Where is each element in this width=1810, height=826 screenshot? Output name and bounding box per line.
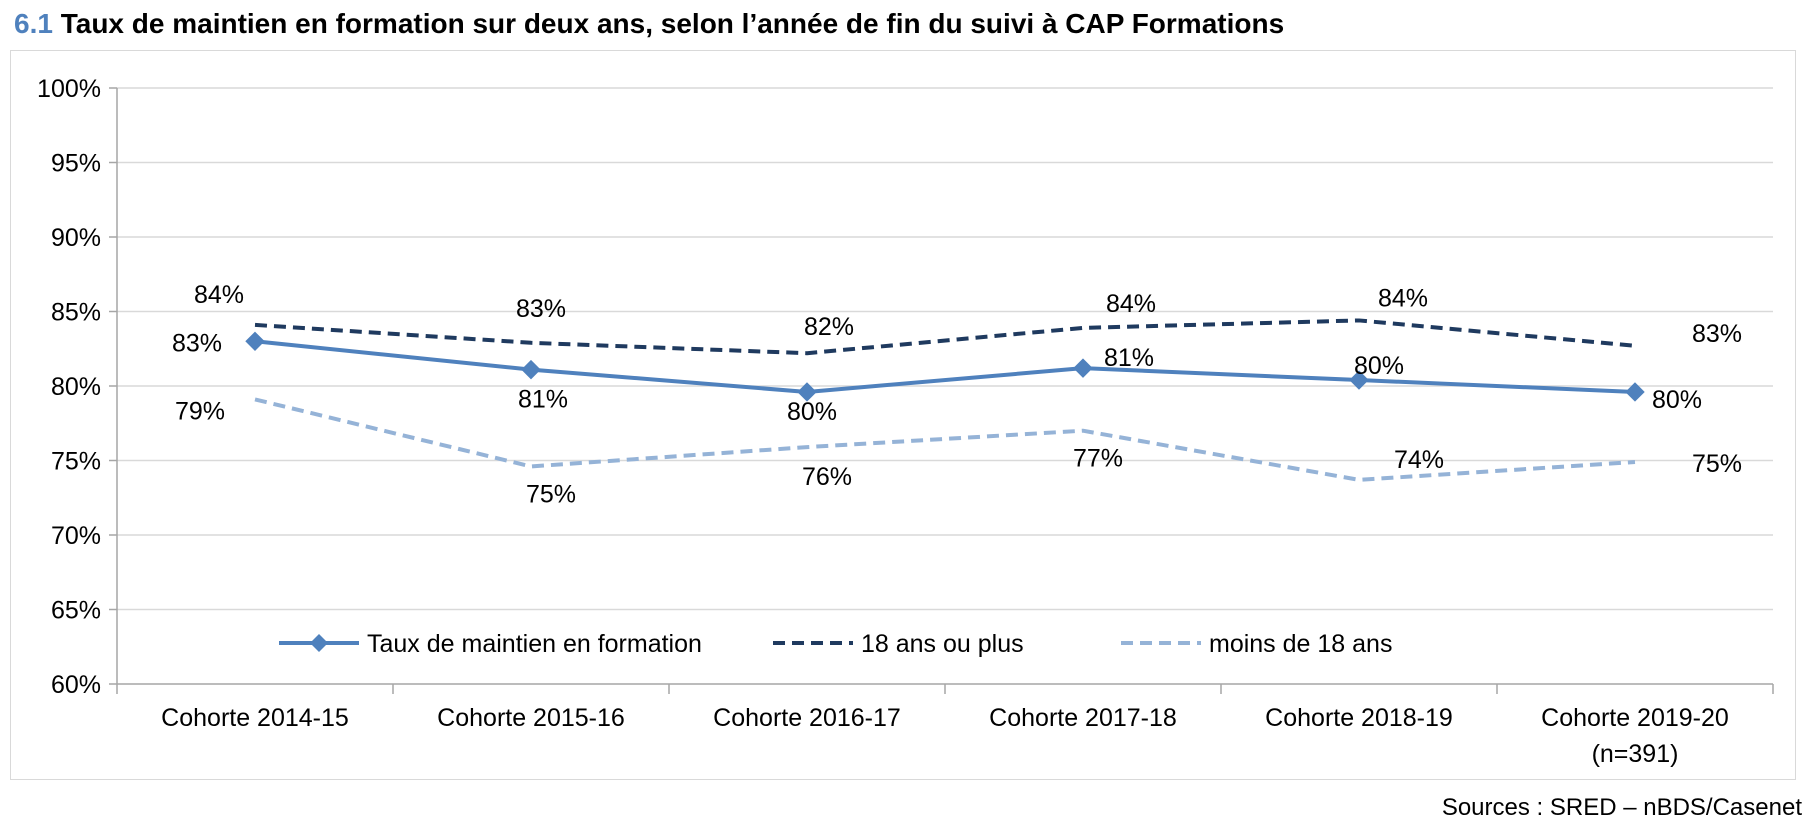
data-label: 80%	[1652, 386, 1702, 414]
data-label: 83%	[1692, 320, 1742, 348]
chart-frame: 60% 65% 70% 75% 80% 85% 90% 95% 100% Cohorte 2014…	[10, 50, 1796, 780]
data-point-marker	[245, 331, 265, 352]
y-tick-label: 100%	[37, 75, 101, 103]
data-point-marker	[521, 359, 541, 380]
data-point-marker	[1073, 358, 1093, 378]
legend-label: 18 ans ou plus	[861, 630, 1024, 658]
data-label: 84%	[1106, 290, 1156, 318]
data-label: 84%	[194, 281, 244, 309]
y-tick-label: 85%	[51, 299, 101, 327]
legend-label: moins de 18 ans	[1209, 630, 1392, 658]
data-point-marker	[797, 382, 817, 402]
data-label: 83%	[172, 329, 222, 357]
y-tick-label: 60%	[51, 671, 101, 699]
y-tick-label: 65%	[51, 597, 101, 625]
chart-title-text: Taux de maintien en formation sur deux a…	[60, 8, 1285, 39]
x-tick-label: Cohorte 2015-16	[437, 704, 625, 732]
series-line	[254, 339, 1636, 394]
chart-title: 6.1 Taux de maintien en formation sur de…	[14, 8, 1284, 40]
line-chart: 60% 65% 70% 75% 80% 85% 90% 95% 100% Cohorte 2014…	[37, 75, 1774, 768]
x-tick-label: Cohorte 2016-17	[713, 704, 901, 732]
y-tick-label: 75%	[51, 448, 101, 476]
x-tick-label: (n=391)	[1592, 740, 1679, 768]
x-tick-label: Cohorte 2018-19	[1265, 704, 1453, 732]
data-label: 81%	[518, 386, 568, 414]
data-label: 77%	[1073, 445, 1123, 473]
series-line	[254, 397, 1636, 482]
data-point-marker	[1625, 382, 1645, 402]
series-line	[254, 318, 1636, 356]
data-label: 76%	[802, 463, 852, 491]
legend-label: Taux de maintien en formation	[367, 630, 702, 658]
chart-title-number: 6.1	[14, 8, 53, 39]
data-point-marker	[1349, 370, 1369, 390]
x-tick-label: Cohorte 2019-20	[1541, 704, 1729, 732]
data-label: 80%	[1354, 352, 1404, 380]
y-tick-label: 70%	[51, 522, 101, 550]
data-label: 83%	[516, 295, 566, 323]
data-label: 75%	[1692, 450, 1742, 478]
data-label: 74%	[1394, 446, 1444, 474]
x-tick-label: Cohorte 2017-18	[989, 704, 1177, 732]
y-tick-label: 95%	[51, 150, 101, 178]
data-label: 81%	[1104, 344, 1154, 372]
y-tick-label: 90%	[51, 224, 101, 252]
legend-marker	[310, 634, 328, 652]
data-label: 84%	[1378, 284, 1428, 312]
source-note: Sources : SRED – nBDS/Casenet	[1441, 794, 1802, 821]
data-label: 80%	[787, 398, 837, 426]
data-label: 79%	[175, 397, 225, 425]
data-label: 75%	[526, 480, 576, 508]
x-tick-label: Cohorte 2014-15	[161, 704, 349, 732]
y-tick-label: 80%	[51, 373, 101, 401]
data-label: 82%	[804, 313, 854, 341]
